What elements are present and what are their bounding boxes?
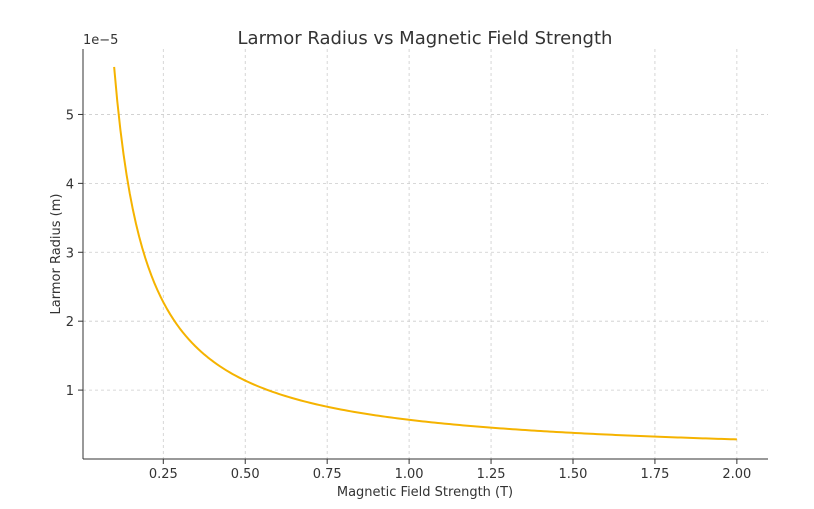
x-tick-label: 1.50 bbox=[559, 467, 588, 482]
y-tick-label: 4 bbox=[66, 177, 74, 192]
y-tick-label: 2 bbox=[66, 315, 74, 330]
grid bbox=[83, 49, 768, 459]
y-tick-label: 3 bbox=[66, 246, 74, 261]
y-tick-label: 5 bbox=[66, 108, 74, 123]
x-tick-label: 1.25 bbox=[477, 467, 506, 482]
series-line bbox=[113, 66, 737, 441]
x-tick-label: 0.50 bbox=[231, 467, 260, 482]
x-axis-ticks: 0.25 0.50 0.75 1.00 1.25 1.50 1.75 2.00 bbox=[149, 459, 751, 482]
x-tick-label: 2.00 bbox=[722, 467, 751, 482]
y-axis-label: Larmor Radius (m) bbox=[49, 194, 64, 315]
x-tick-label: 1.00 bbox=[395, 467, 424, 482]
x-tick-label: 0.75 bbox=[313, 467, 342, 482]
series bbox=[113, 66, 737, 441]
y-axis-ticks: 1 2 3 4 5 bbox=[66, 108, 83, 399]
chart-title: Larmor Radius vs Magnetic Field Strength bbox=[238, 28, 613, 49]
x-axis-label: Magnetic Field Strength (T) bbox=[337, 485, 513, 500]
y-offset-label: 1e−5 bbox=[83, 33, 118, 48]
axes-frame bbox=[82, 49, 768, 460]
x-tick-label: 1.75 bbox=[640, 467, 669, 482]
x-tick-label: 0.25 bbox=[149, 467, 178, 482]
y-tick-label: 1 bbox=[66, 384, 74, 399]
